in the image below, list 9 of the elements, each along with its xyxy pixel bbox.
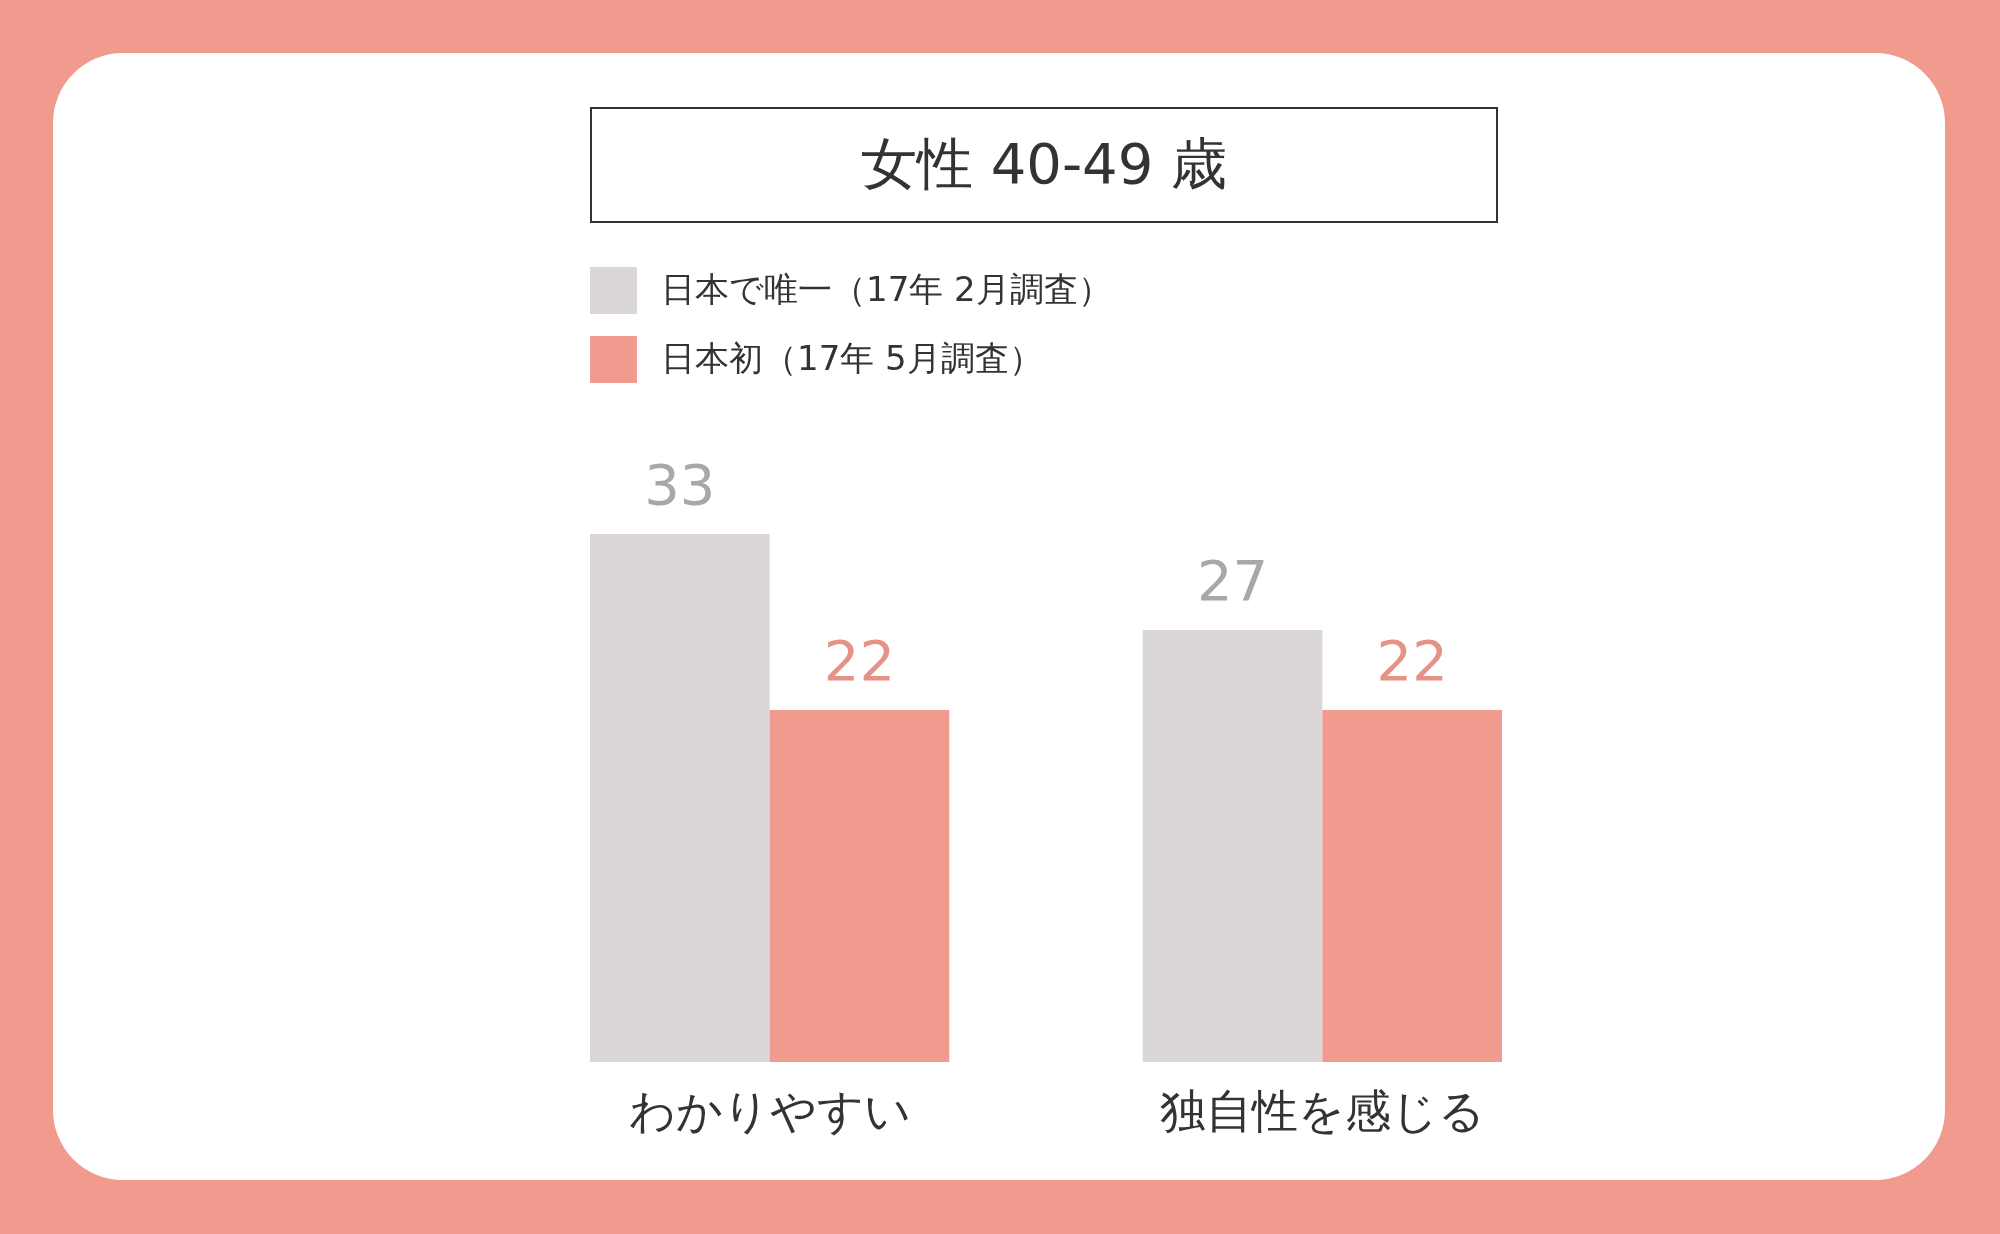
data-label: 33 bbox=[644, 452, 716, 517]
x-tick-label: わかりやすい bbox=[628, 1083, 911, 1138]
legend-label: 日本で唯一（17年 2月調査） bbox=[661, 268, 1112, 309]
x-tick-label: 独自性を感じる bbox=[1159, 1083, 1485, 1138]
legend-label: 日本初（17年 5月調査） bbox=[661, 337, 1043, 378]
data-label: 27 bbox=[1196, 548, 1269, 613]
chart-title: 女性 40-49 歳 bbox=[590, 107, 1498, 223]
data-label: 22 bbox=[1376, 628, 1448, 693]
data-label: 22 bbox=[823, 628, 896, 693]
